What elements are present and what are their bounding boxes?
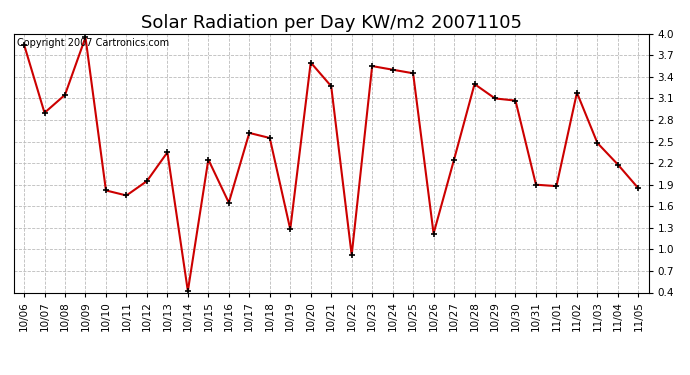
Text: Copyright 2007 Cartronics.com: Copyright 2007 Cartronics.com <box>17 38 169 48</box>
Title: Solar Radiation per Day KW/m2 20071105: Solar Radiation per Day KW/m2 20071105 <box>141 14 522 32</box>
